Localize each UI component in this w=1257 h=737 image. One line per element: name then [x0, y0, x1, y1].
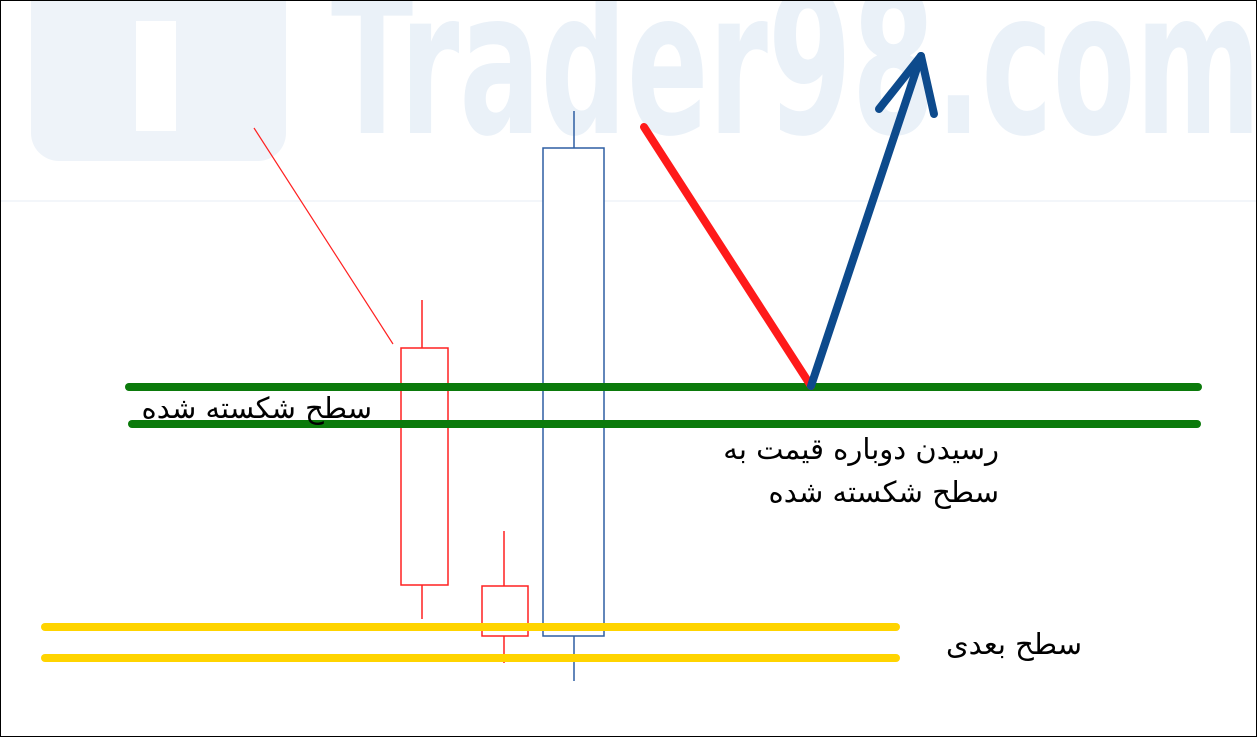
next-level-label: سطح بعدی: [945, 627, 1082, 661]
up-arrow: [807, 52, 938, 390]
candle-body: [542, 147, 605, 637]
retest-label: سطح شکسته شده: [768, 475, 999, 509]
watermark-text: Trader98.com: [331, 1, 1257, 181]
watermark-logo-mark: [136, 21, 176, 131]
retest-label: رسیدن دوباره قیمت به: [723, 432, 999, 466]
pointer-line: [253, 127, 394, 345]
down-move: [640, 123, 815, 390]
broken-level-label: سطح شکسته شده: [141, 391, 372, 425]
